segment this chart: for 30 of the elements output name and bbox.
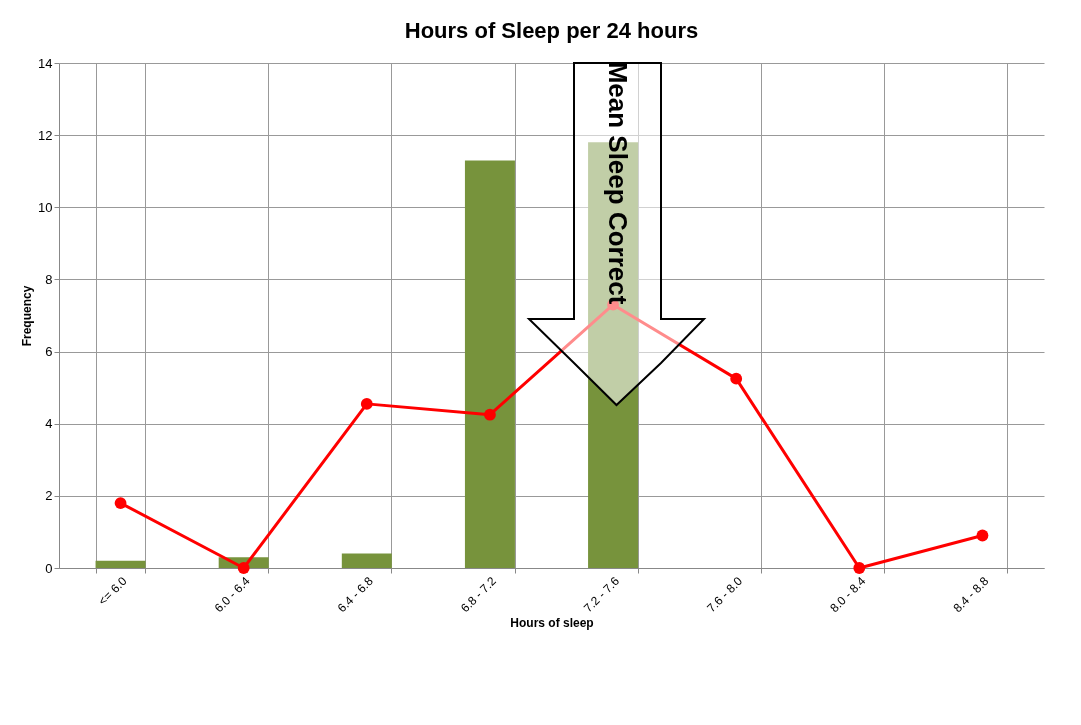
- x-tick-label: 8.4 - 8.8: [950, 573, 992, 616]
- y-axis-title: Frequency: [20, 285, 35, 347]
- y-tick-label: 2: [45, 488, 53, 504]
- x-tick-label: 6.0 - 6.4: [211, 573, 253, 616]
- point: [237, 562, 250, 574]
- y-tick-label: 10: [38, 199, 53, 215]
- x-tick-label: 7.2 - 7.6: [581, 573, 623, 616]
- y-tick-label: 0: [45, 560, 53, 576]
- y-tick-label: 6: [45, 344, 53, 360]
- x-tick-label: <= 6.0: [95, 573, 130, 609]
- x-tick-label: 6.8 - 7.2: [457, 573, 500, 616]
- point: [730, 372, 743, 385]
- bar: [95, 560, 146, 568]
- y-tick-label: 14: [38, 55, 53, 71]
- bar: [341, 553, 392, 568]
- point: [114, 497, 127, 509]
- point: [484, 408, 496, 421]
- point: [853, 562, 866, 574]
- x-tick-label: 6.4 - 6.8: [334, 573, 377, 616]
- point: [360, 397, 373, 410]
- y-tick-label: 12: [38, 127, 53, 143]
- x-tick-label: 7.6 - 8.0: [704, 573, 746, 616]
- bar: [464, 160, 515, 568]
- annotation: Mean Sleep Correct: [602, 61, 633, 305]
- y-tick-label: 4: [45, 416, 53, 432]
- point: [976, 529, 989, 542]
- y-tick-label: 8: [45, 271, 53, 287]
- x-axis-title: Hours of sleep: [510, 616, 594, 631]
- x-tick-label: 8.0 - 8.4: [827, 573, 869, 616]
- chart-title: Hours of Sleep per 24 hours: [404, 18, 699, 43]
